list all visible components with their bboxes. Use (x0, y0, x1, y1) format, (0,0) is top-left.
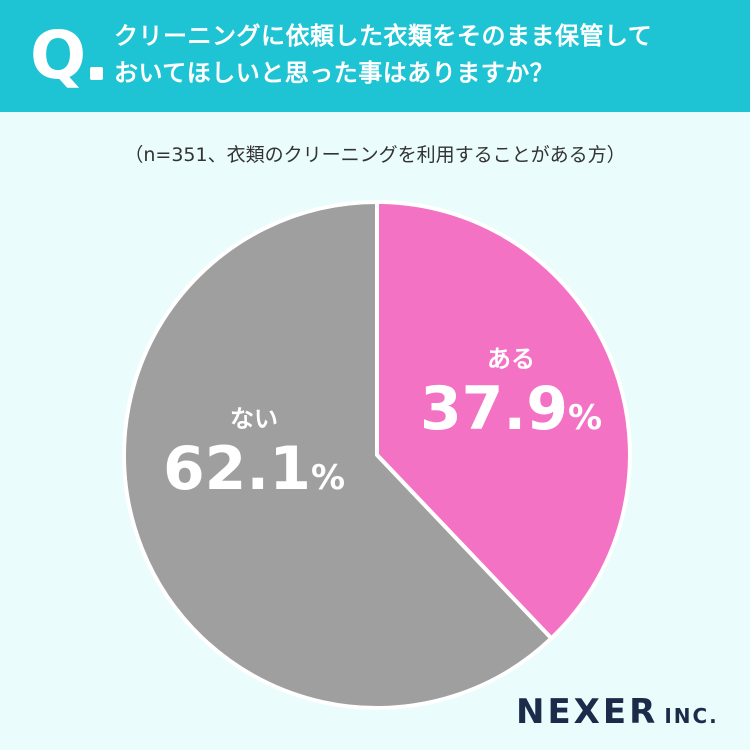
slice-label-aru: ある 37.9% (401, 344, 621, 453)
question-line-1: クリーニングに依頼した衣類をそのまま保管して (114, 22, 653, 50)
slice-label-nai: ない 62.1% (144, 404, 364, 513)
slice-name-aru: ある (487, 345, 535, 373)
q-mark: Q (30, 17, 87, 94)
slice-value-number-aru: 37.9 (419, 374, 568, 444)
slice-value-unit-aru: % (567, 398, 603, 438)
slice-name-nai: ない (230, 405, 278, 433)
slice-value-aru: 37.9% (401, 374, 621, 453)
logo-sub: INC. (664, 704, 719, 728)
logo-main: NEXER (516, 692, 659, 732)
question-text: クリーニングに依頼した衣類をそのまま保管して おいてほしいと思った事はありますか… (114, 18, 734, 92)
slice-value-number-nai: 62.1 (162, 434, 311, 504)
q-dot (90, 67, 103, 80)
question-line-2: おいてほしいと思った事はありますか？ (114, 59, 555, 87)
slice-value-nai: 62.1% (144, 434, 364, 513)
pie-slice-nai (122, 200, 554, 710)
chart-subtitle: （n=351、衣類のクリーニングを利用することがある方） (124, 144, 626, 166)
slice-value-unit-nai: % (310, 458, 346, 498)
pie-slice-aru (375, 200, 632, 641)
nexer-logo: NEXER INC. (516, 692, 719, 732)
question-banner: Q クリーニングに依頼した衣類をそのまま保管して おいてほしいと思った事はありま… (0, 0, 750, 112)
